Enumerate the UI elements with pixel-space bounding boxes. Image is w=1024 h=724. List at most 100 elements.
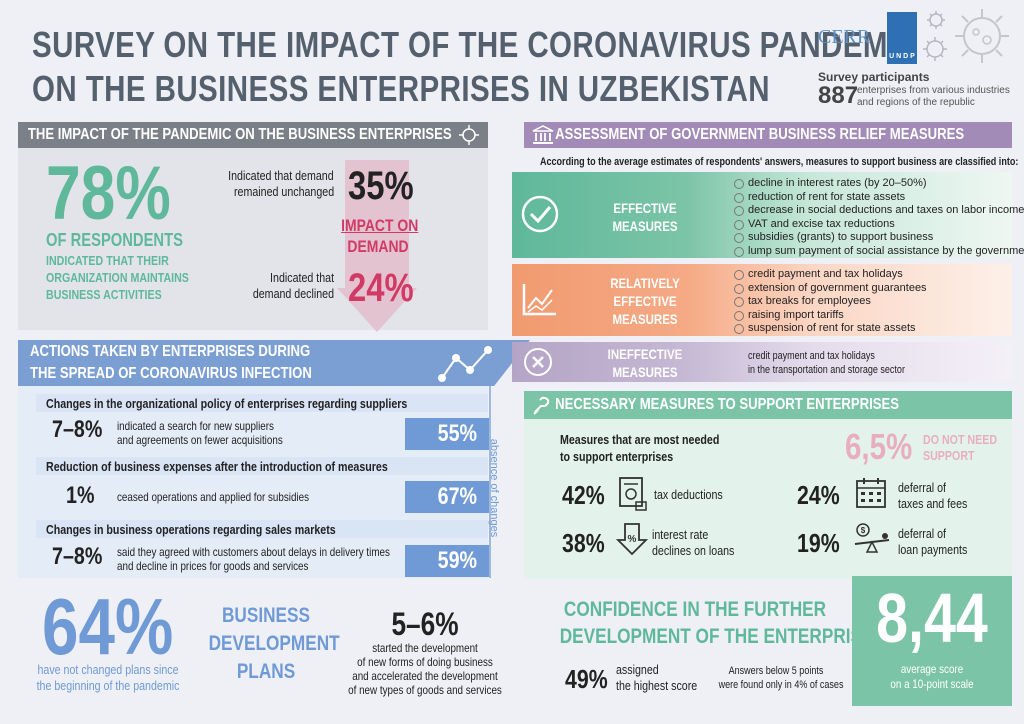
actions-group-1-text-2: and agreements on fewer acquisitions	[117, 433, 283, 447]
actions-group-2-header-text: Reduction of business expenses after the…	[46, 458, 388, 474]
necessary-panel	[524, 419, 1012, 579]
effective-measures-band	[512, 172, 1012, 258]
actions-group-1-header: Changes in the organizational policy of …	[36, 394, 488, 412]
necessary-item-3-pct: 38%	[562, 528, 605, 558]
actions-group-3-num: 7–8%	[52, 543, 103, 570]
assessment-section-title: ASSESSMENT OF GOVERNMENT BUSINESS RELIEF…	[555, 126, 965, 143]
actions-group-3-text-2: and decline in prices for goods and serv…	[117, 559, 309, 573]
actions-group-3-pct-text: 59%	[437, 547, 477, 574]
participants-count: 887	[818, 82, 859, 109]
impact-desc-3: BUSINESS ACTIVITIES	[46, 287, 162, 302]
effective-item: reduction of rent for state assets	[734, 191, 1024, 205]
necessary-item-4-pct: 19%	[797, 528, 840, 558]
plans-range-desc-1: started the development	[372, 641, 478, 655]
impact-desc-1: INDICATED THAT THEIR	[46, 253, 169, 268]
actions-group-1-header-text: Changes in the organizational policy of …	[46, 395, 408, 411]
dont-need-percent: 6,5%	[845, 426, 913, 467]
assessment-section-header: ASSESSMENT OF GOVERNMENT BUSINESS RELIEF…	[524, 122, 1012, 148]
undp-logo-text: U N D P	[889, 53, 915, 60]
confidence-title-1: CONFIDENCE IN THE FURTHER	[563, 598, 827, 621]
confidence-pct: 49%	[565, 664, 608, 694]
svg-text:%: %	[628, 534, 637, 545]
actions-group-1-pct-text: 55%	[437, 420, 477, 447]
assessment-intro: According to the average estimates of re…	[540, 156, 1019, 168]
effective-item: subsidies (grants) to support business	[734, 231, 1024, 245]
effective-item: decline in interest rates (by 20–50%)	[734, 177, 1024, 191]
impact-on-demand-2: DEMAND	[347, 237, 409, 256]
virus-icon-impact	[458, 124, 480, 146]
relative-measures-band	[512, 264, 1012, 336]
relative-item: tax breaks for employees	[734, 295, 927, 309]
actions-group-1-text-1: indicated a search for new suppliers	[117, 419, 274, 433]
average-score-text-2: on a 10-point scale	[890, 677, 974, 691]
actions-group-1-pct: 55%	[405, 418, 489, 450]
undp-logo: U N D P	[887, 12, 917, 64]
impact-respondents: OF RESPONDENTS	[46, 230, 183, 250]
effective-measures-list: decline in interest rates (by 20–50%) re…	[734, 177, 1024, 258]
plans-title-1: BUSINESS	[221, 604, 311, 627]
impact-section-header: THE IMPACT OF THE PANDEMIC ON THE BUSINE…	[18, 122, 488, 148]
plans-percent: 64%	[42, 582, 174, 671]
impact-panel	[18, 148, 488, 330]
svg-text:$: $	[861, 526, 866, 535]
impact-on-demand-1: IMPACT ON	[341, 216, 419, 235]
relative-label-2: EFFECTIVE	[613, 293, 677, 309]
necessary-item-2-label-1: deferral of	[898, 480, 947, 495]
page-title-line1: SURVEY ON THE IMPACT OF THE CORONAVIRUS …	[32, 24, 919, 65]
plans-pct-desc-2: the beginning of the pandemic	[36, 678, 180, 693]
actions-title-2: THE SPREAD OF CORONAVIRUS INFECTION	[30, 365, 312, 382]
money-balance-icon: $	[851, 522, 893, 556]
cerr-logo: CERR	[818, 26, 871, 48]
ineffective-text-1: credit payment and tax holidays	[748, 350, 875, 362]
actions-group-2-text-1: ceased operations and applied for subsid…	[117, 490, 310, 504]
actions-group-3-header: Changes in business operations regarding…	[36, 520, 488, 538]
relative-item: raising import tariffs	[734, 309, 927, 323]
confidence-title-2: DEVELOPMENT OF THE ENTERPRISE	[559, 625, 874, 648]
government-building-icon	[532, 125, 554, 145]
unchanged-text-1: Indicated that demand	[228, 168, 334, 183]
participants-title: Survey participants	[818, 70, 930, 84]
actions-group-3-header-text: Changes in business operations regarding…	[46, 521, 336, 537]
effective-item: lump sum payment of social assistance by…	[734, 245, 1024, 259]
absence-of-changes-label: absence of changes	[488, 438, 500, 538]
necessary-section-title: NECESSARY MEASURES TO SUPPORT ENTERPRISE…	[555, 396, 900, 413]
declined-text-2: demand declined	[252, 286, 334, 301]
necessary-item-1-pct: 42%	[562, 480, 605, 510]
necessary-item-4-label-1: deferral of	[898, 526, 947, 541]
confidence-pct-text-2: the highest score	[616, 678, 698, 693]
impact-section-title: THE IMPACT OF THE PANDEMIC ON THE BUSINE…	[27, 126, 452, 143]
actions-group-2-pct: 67%	[405, 481, 489, 513]
page-title-line2: ON THE BUSINESS ENTERPRISES IN UZBEKISTA…	[32, 68, 770, 109]
confidence-note-2: were found only in 4% of cases	[718, 679, 844, 691]
dont-need-text-2: SUPPORT	[923, 448, 975, 463]
participants-desc-1: enterprises from various industries	[857, 85, 1010, 96]
ineffective-label-1: INEFFECTIVE	[607, 346, 683, 362]
tax-document-icon	[618, 476, 648, 512]
necessary-item-3-label-2: declines on loans	[652, 543, 735, 558]
ineffective-text-2: in the transportation and storage sector	[748, 364, 905, 376]
declined-percent: 24%	[348, 266, 414, 310]
effective-item: VAT and excise tax reductions	[734, 218, 1024, 232]
plans-range-desc-4: of new types of goods and services	[348, 683, 502, 697]
relative-item: credit payment and tax holidays	[734, 268, 927, 282]
ineffective-measures-band	[512, 342, 1012, 382]
virus-icon-medium	[922, 36, 948, 62]
plans-range: 5–6%	[391, 606, 459, 642]
plans-pct-desc-1: have not changed plans since	[37, 662, 179, 677]
chart-trend-icon	[520, 280, 560, 320]
average-score-value: 8,44	[876, 579, 988, 657]
unchanged-percent: 35%	[348, 164, 414, 208]
necessary-subtitle-2: to support enterprises	[560, 449, 674, 464]
confidence-note-1: Answers below 5 points	[728, 665, 824, 677]
declined-text-1: Indicated that	[269, 270, 334, 285]
virus-icon-large	[952, 6, 1012, 66]
actions-group-1-num: 7–8%	[52, 416, 103, 443]
actions-group-2-num: 1%	[66, 482, 95, 509]
relative-item: extension of government guarantees	[734, 282, 927, 296]
effective-item: decrease in social deductions and taxes …	[734, 204, 1024, 218]
necessary-item-2-label-2: taxes and fees	[898, 496, 968, 511]
relative-label-3: MEASURES	[612, 311, 678, 327]
relative-item: suspension of rent for state assets	[734, 322, 927, 336]
actions-group-3-text-1: said they agreed with customers about de…	[117, 545, 390, 559]
down-arrow-percent-icon: %	[616, 522, 648, 556]
